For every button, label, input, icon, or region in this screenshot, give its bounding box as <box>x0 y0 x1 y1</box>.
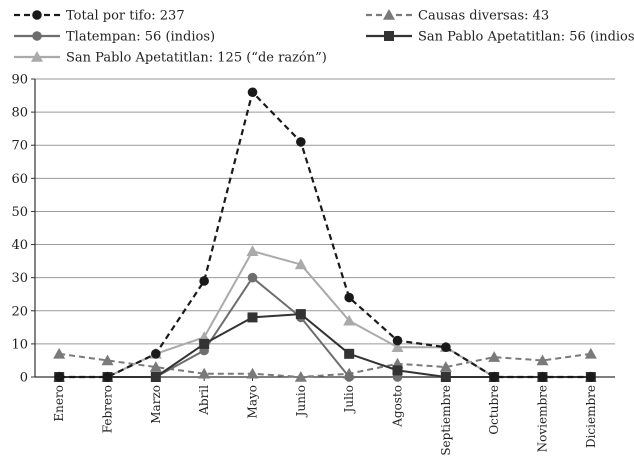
data-point <box>151 349 161 359</box>
data-point <box>246 367 259 379</box>
x-tick-label: Febrero <box>101 385 115 433</box>
data-point <box>584 347 597 359</box>
data-point <box>199 338 210 349</box>
x-tick-label: Abril <box>197 385 211 416</box>
data-point <box>440 372 451 382</box>
series-layer <box>53 87 597 382</box>
data-point <box>294 258 307 270</box>
data-point <box>198 367 211 379</box>
x-tick-label: Octubre <box>487 385 501 435</box>
legend-item-causas: Causas diversas: 43 <box>366 9 549 24</box>
x-axis-ticks: Enero Febrero Marzo Abril Mayo Junio Julio Agos… <box>52 377 598 456</box>
legend-label: Tlatempan: 56 (indios) <box>66 30 215 45</box>
series-line <box>59 352 591 378</box>
data-point <box>537 372 548 382</box>
y-tick-label: 50 <box>11 205 28 220</box>
series-apetatitlan_razon <box>53 245 597 382</box>
legend-swatch-marker <box>32 10 42 20</box>
data-point <box>489 372 499 382</box>
x-tick-label: Septiembre <box>439 385 453 456</box>
y-tick-label: 70 <box>11 139 28 154</box>
data-point <box>441 342 451 353</box>
data-point <box>392 365 403 376</box>
y-tick-label: 90 <box>11 73 28 88</box>
series-apetatitlan_indios <box>54 309 596 382</box>
data-point <box>296 137 306 147</box>
data-point <box>54 372 64 382</box>
series-tlatempan <box>54 272 596 382</box>
data-point <box>247 312 258 323</box>
legend-label: Causas diversas: 43 <box>418 9 549 24</box>
series-causas <box>53 347 597 382</box>
legend-label: Total por tifo: 237 <box>66 9 185 24</box>
legend-item-tlatempan: Tlatempan: 56 (indios) <box>14 30 215 45</box>
data-point <box>246 245 259 256</box>
legend-swatch-marker <box>383 9 395 20</box>
legend-swatch-marker <box>31 51 43 62</box>
data-point <box>102 372 113 382</box>
data-point <box>101 354 114 366</box>
data-point <box>344 372 354 382</box>
y-tick-label: 10 <box>11 337 28 352</box>
data-point <box>53 347 66 359</box>
data-point <box>343 314 356 326</box>
data-point <box>536 354 549 366</box>
data-point <box>150 372 161 382</box>
x-tick-label: Julio <box>342 385 356 414</box>
y-tick-label: 20 <box>11 304 28 319</box>
y-axis-ticks: 0 10 20 30 40 50 60 70 80 90 <box>11 73 35 386</box>
x-tick-label: Diciembre <box>584 385 598 448</box>
x-tick-label: Mayo <box>246 385 260 418</box>
legend-label: San Pablo Apetatitlan: 125 (“de razón”) <box>66 51 327 66</box>
data-point <box>392 335 403 346</box>
legend-item-total: Total por tifo: 237 <box>14 9 185 24</box>
y-tick-label: 0 <box>20 371 28 386</box>
x-tick-label: Marzo <box>149 385 163 424</box>
data-point <box>247 272 258 283</box>
legend-item-apetatitlan_razon: San Pablo Apetatitlan: 125 (“de razón”) <box>14 51 327 66</box>
x-tick-label: Noviembre <box>536 385 550 452</box>
data-point <box>344 348 355 359</box>
legend-label: San Pablo Apetatitlan: 56 (indios) <box>418 30 634 45</box>
x-tick-label: Agosto <box>391 385 405 428</box>
data-point <box>199 276 209 286</box>
gridlines <box>35 78 615 345</box>
y-tick-label: 80 <box>11 106 28 121</box>
data-point <box>247 87 258 98</box>
legend: Total por tifo: 237 Causas diversas: 43 Tl… <box>14 9 634 66</box>
data-point <box>149 361 162 372</box>
y-tick-label: 30 <box>11 271 28 286</box>
y-tick-label: 40 <box>11 238 28 253</box>
x-tick-label: Junio <box>294 385 308 418</box>
data-point <box>344 292 354 303</box>
series-line <box>59 313 591 378</box>
data-point <box>391 341 404 352</box>
axes <box>34 79 615 378</box>
data-point <box>586 372 596 382</box>
data-point <box>488 351 501 362</box>
data-point <box>294 371 307 382</box>
data-point <box>295 309 306 320</box>
series-line <box>59 91 591 379</box>
data-point <box>439 361 452 372</box>
y-tick-label: 60 <box>11 172 28 187</box>
legend-swatch-marker <box>32 31 42 41</box>
x-tick-label: Enero <box>52 385 66 422</box>
legend-swatch-marker <box>384 31 394 41</box>
series-total <box>54 87 596 382</box>
legend-item-apetatitlan_indios: San Pablo Apetatitlan: 56 (indios) <box>366 30 634 45</box>
